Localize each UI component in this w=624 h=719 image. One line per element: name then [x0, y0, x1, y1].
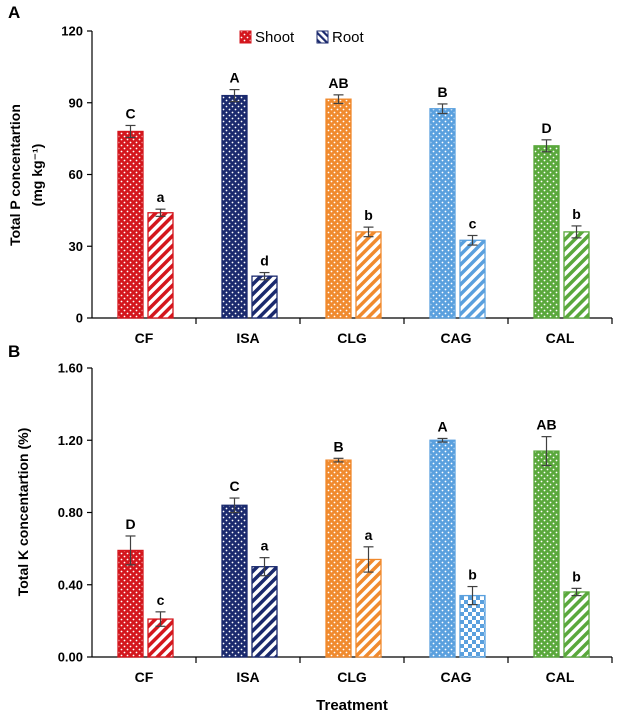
significance-letter: AB — [328, 75, 348, 91]
root-bar-cag — [459, 594, 486, 658]
x-tick-label: CLG — [337, 330, 367, 346]
root-bar-isa — [251, 275, 278, 319]
x-tick-label: ISA — [236, 669, 259, 685]
x-tick-label: CAL — [546, 330, 575, 346]
significance-letter: A — [437, 418, 447, 434]
root-bar-cal — [563, 591, 590, 658]
significance-letter: D — [125, 516, 135, 532]
significance-letter: b — [572, 206, 581, 222]
x-tick-label: CF — [135, 669, 154, 685]
significance-letter: d — [260, 253, 269, 269]
x-tick-label: CAG — [440, 330, 471, 346]
significance-letter: A — [229, 70, 239, 86]
y-tick-label: 1.60 — [58, 361, 83, 376]
y-tick-label: 90 — [69, 95, 83, 110]
y-axis-label: Total P concentartion — [7, 104, 23, 246]
y-tick-label: 60 — [69, 167, 83, 182]
root-bar-clg — [355, 231, 382, 319]
legend-label-shoot: Shoot — [255, 29, 295, 46]
shoot-bar-cag — [429, 108, 456, 319]
shoot-bar-isa — [221, 504, 248, 658]
shoot-bar-cf — [117, 130, 144, 319]
significance-letter: a — [365, 527, 373, 543]
shoot-bar-clg — [325, 459, 352, 658]
x-axis-label: Treatment — [316, 697, 388, 714]
x-tick-label: CF — [135, 330, 154, 346]
y-tick-label: 0.40 — [58, 577, 83, 592]
shoot-bar-clg — [325, 98, 352, 319]
significance-letter: b — [364, 207, 373, 223]
y-axis-unit: (mg kg⁻¹) — [29, 144, 45, 207]
root-bar-cf — [147, 212, 174, 319]
significance-letter: a — [261, 538, 269, 554]
y-tick-label: 0.00 — [58, 650, 83, 665]
significance-letter: C — [125, 105, 135, 121]
significance-letter: a — [157, 189, 165, 205]
significance-letter: C — [229, 478, 239, 494]
root-bar-cag — [459, 239, 486, 319]
root-bar-clg — [355, 558, 382, 658]
y-tick-label: 120 — [61, 24, 83, 39]
y-tick-label: 30 — [69, 239, 83, 254]
legend-swatch-root — [316, 30, 329, 44]
shoot-bar-isa — [221, 94, 248, 319]
shoot-bar-cf — [117, 549, 144, 658]
panel-a: A 0 30 60 90 120 Total P concentartion (mg kg⁻¹… — [7, 3, 613, 346]
legend-swatch-shoot — [239, 30, 252, 44]
x-tick-label: ISA — [236, 330, 259, 346]
significance-letter: B — [437, 84, 447, 100]
y-tick-label: 0.80 — [58, 505, 83, 520]
x-tick-label: CAL — [546, 669, 575, 685]
shoot-bar-cag — [429, 439, 456, 658]
x-tick-label: CLG — [337, 669, 367, 685]
x-tick-label: CAG — [440, 669, 471, 685]
legend-label-root: Root — [332, 29, 365, 46]
significance-letter: b — [468, 567, 477, 583]
root-bar-isa — [251, 566, 278, 658]
y-axis-label: Total K concentartion (%) — [15, 428, 31, 597]
significance-letter: D — [541, 120, 551, 136]
shoot-bar-cal — [533, 145, 560, 319]
panel-b: B 0.00 0.40 0.80 1.20 1.60 Total K concentarti… — [8, 342, 613, 714]
significance-letter: c — [157, 592, 165, 608]
panel-letter: B — [8, 342, 20, 361]
shoot-bar-cal — [533, 450, 560, 658]
significance-letter: AB — [536, 417, 556, 433]
legend: Shoot Root — [239, 29, 365, 46]
root-bar-cal — [563, 231, 590, 319]
significance-letter: B — [333, 438, 343, 454]
significance-letter: c — [469, 215, 477, 231]
panel-letter: A — [8, 3, 20, 22]
significance-letter: b — [572, 568, 581, 584]
y-tick-label: 1.20 — [58, 433, 83, 448]
y-tick-label: 0 — [76, 311, 83, 326]
